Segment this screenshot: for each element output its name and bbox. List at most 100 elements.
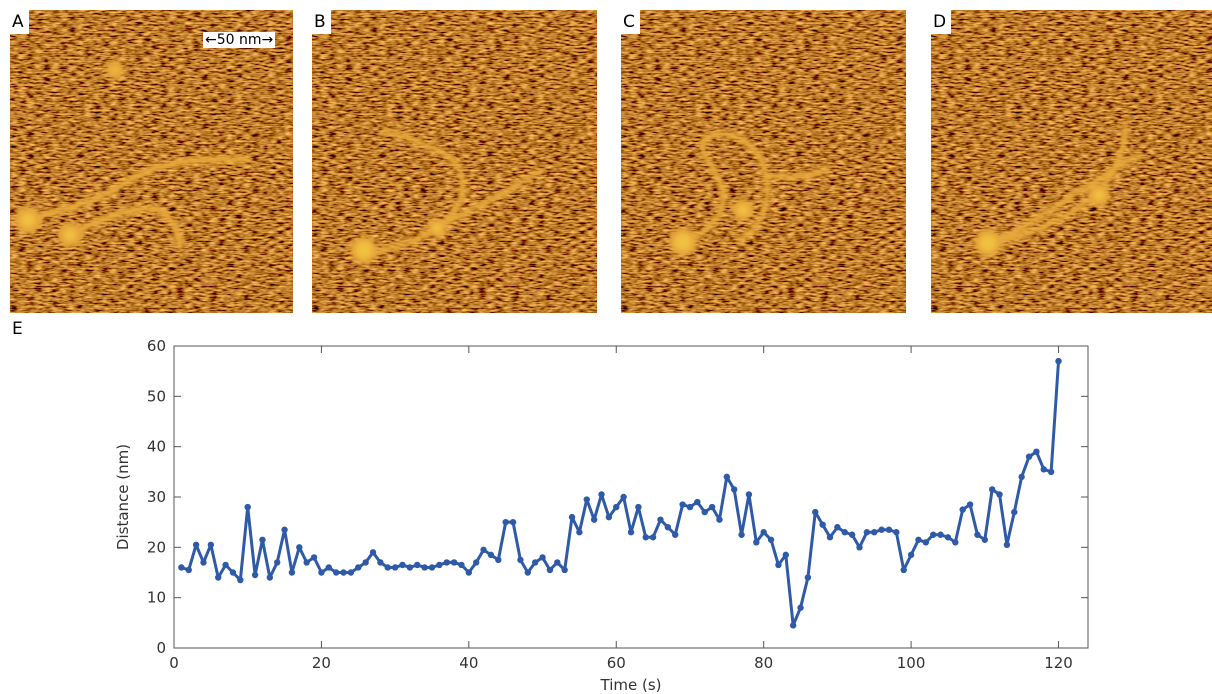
data-point <box>288 569 296 576</box>
data-point <box>347 569 355 576</box>
scale-bar: ←50 nm→ <box>203 32 276 48</box>
data-point <box>760 529 767 536</box>
afm-panel: C <box>621 10 906 313</box>
data-point <box>215 574 222 581</box>
data-point <box>310 554 318 561</box>
data-point <box>605 513 613 521</box>
data-point <box>399 561 406 569</box>
data-point <box>937 531 944 538</box>
data-point <box>627 529 635 536</box>
y-tick-label: 30 <box>147 488 166 506</box>
afm-image <box>621 10 906 313</box>
data-point <box>384 564 391 571</box>
y-tick-label: 20 <box>147 538 166 556</box>
data-point <box>730 486 738 493</box>
data-point <box>657 516 664 523</box>
data-point <box>318 569 325 576</box>
data-point <box>819 521 826 528</box>
data-point <box>200 559 207 566</box>
panel-label: A <box>10 10 29 34</box>
axes-box <box>173 345 1089 649</box>
data-point <box>1025 453 1033 460</box>
data-point <box>782 551 789 559</box>
afm-image <box>312 10 597 313</box>
data-point <box>856 544 863 551</box>
data-point <box>568 513 576 521</box>
data-point <box>753 539 760 546</box>
data-point <box>826 534 834 541</box>
data-point <box>988 486 996 493</box>
y-tick-label: 0 <box>156 639 166 657</box>
data-point <box>745 491 753 498</box>
data-point <box>207 541 215 549</box>
data-point <box>576 529 583 536</box>
data-point <box>421 564 428 571</box>
data-point <box>325 564 332 571</box>
data-point <box>1003 541 1011 549</box>
afm-panel: B <box>312 10 597 313</box>
data-point <box>355 564 362 571</box>
afm-image <box>931 10 1212 313</box>
data-point <box>1033 448 1040 455</box>
data-point <box>229 569 237 576</box>
data-point <box>620 493 627 501</box>
data-point <box>738 531 745 538</box>
data-point <box>251 571 259 579</box>
data-point <box>701 508 708 516</box>
data-point <box>952 539 959 546</box>
data-point <box>723 473 731 481</box>
data-point <box>613 503 620 511</box>
scale-bar-label: 50 nm <box>216 32 262 48</box>
data-point <box>502 518 509 526</box>
afm-panel: D <box>931 10 1212 313</box>
data-point <box>509 518 517 526</box>
data-point <box>900 566 907 574</box>
data-point <box>524 569 532 576</box>
data-point <box>1018 473 1025 481</box>
data-point <box>915 536 922 543</box>
data-point <box>473 559 480 566</box>
data-point <box>686 503 694 511</box>
afm-image <box>10 10 293 313</box>
data-point <box>590 516 598 523</box>
x-tick-label: 120 <box>1044 654 1073 672</box>
data-point <box>775 561 782 569</box>
data-point <box>649 534 657 541</box>
data-point <box>966 501 974 508</box>
data-point <box>1040 466 1047 473</box>
x-tick-label: 40 <box>459 654 478 672</box>
data-point <box>871 529 878 536</box>
data-point <box>664 524 672 531</box>
data-point <box>414 561 421 569</box>
data-point <box>907 551 915 559</box>
data-point <box>885 526 893 533</box>
y-tick-label: 50 <box>147 387 166 405</box>
data-point <box>848 531 856 538</box>
data-point <box>406 564 414 571</box>
x-tick-label: 100 <box>897 654 926 672</box>
data-point <box>812 508 819 516</box>
data-point <box>340 569 347 576</box>
data-point <box>178 564 185 571</box>
data-point <box>708 503 716 511</box>
x-axis-label: Time (s) <box>600 676 662 694</box>
data-point <box>959 506 966 513</box>
y-tick-label: 40 <box>147 438 166 456</box>
data-point <box>1055 357 1062 365</box>
data-point <box>222 561 229 569</box>
data-point <box>974 531 981 538</box>
data-point <box>561 566 568 574</box>
data-point <box>465 569 473 576</box>
y-tick-label: 10 <box>147 589 166 607</box>
afm-panel: A ←50 nm→ <box>10 10 293 313</box>
data-point <box>480 546 487 554</box>
data-point <box>797 604 804 611</box>
data-point <box>841 529 848 536</box>
data-point <box>428 564 436 571</box>
data-point <box>893 529 900 536</box>
data-point <box>259 536 266 543</box>
data-point <box>487 551 495 559</box>
data-point <box>531 559 539 566</box>
